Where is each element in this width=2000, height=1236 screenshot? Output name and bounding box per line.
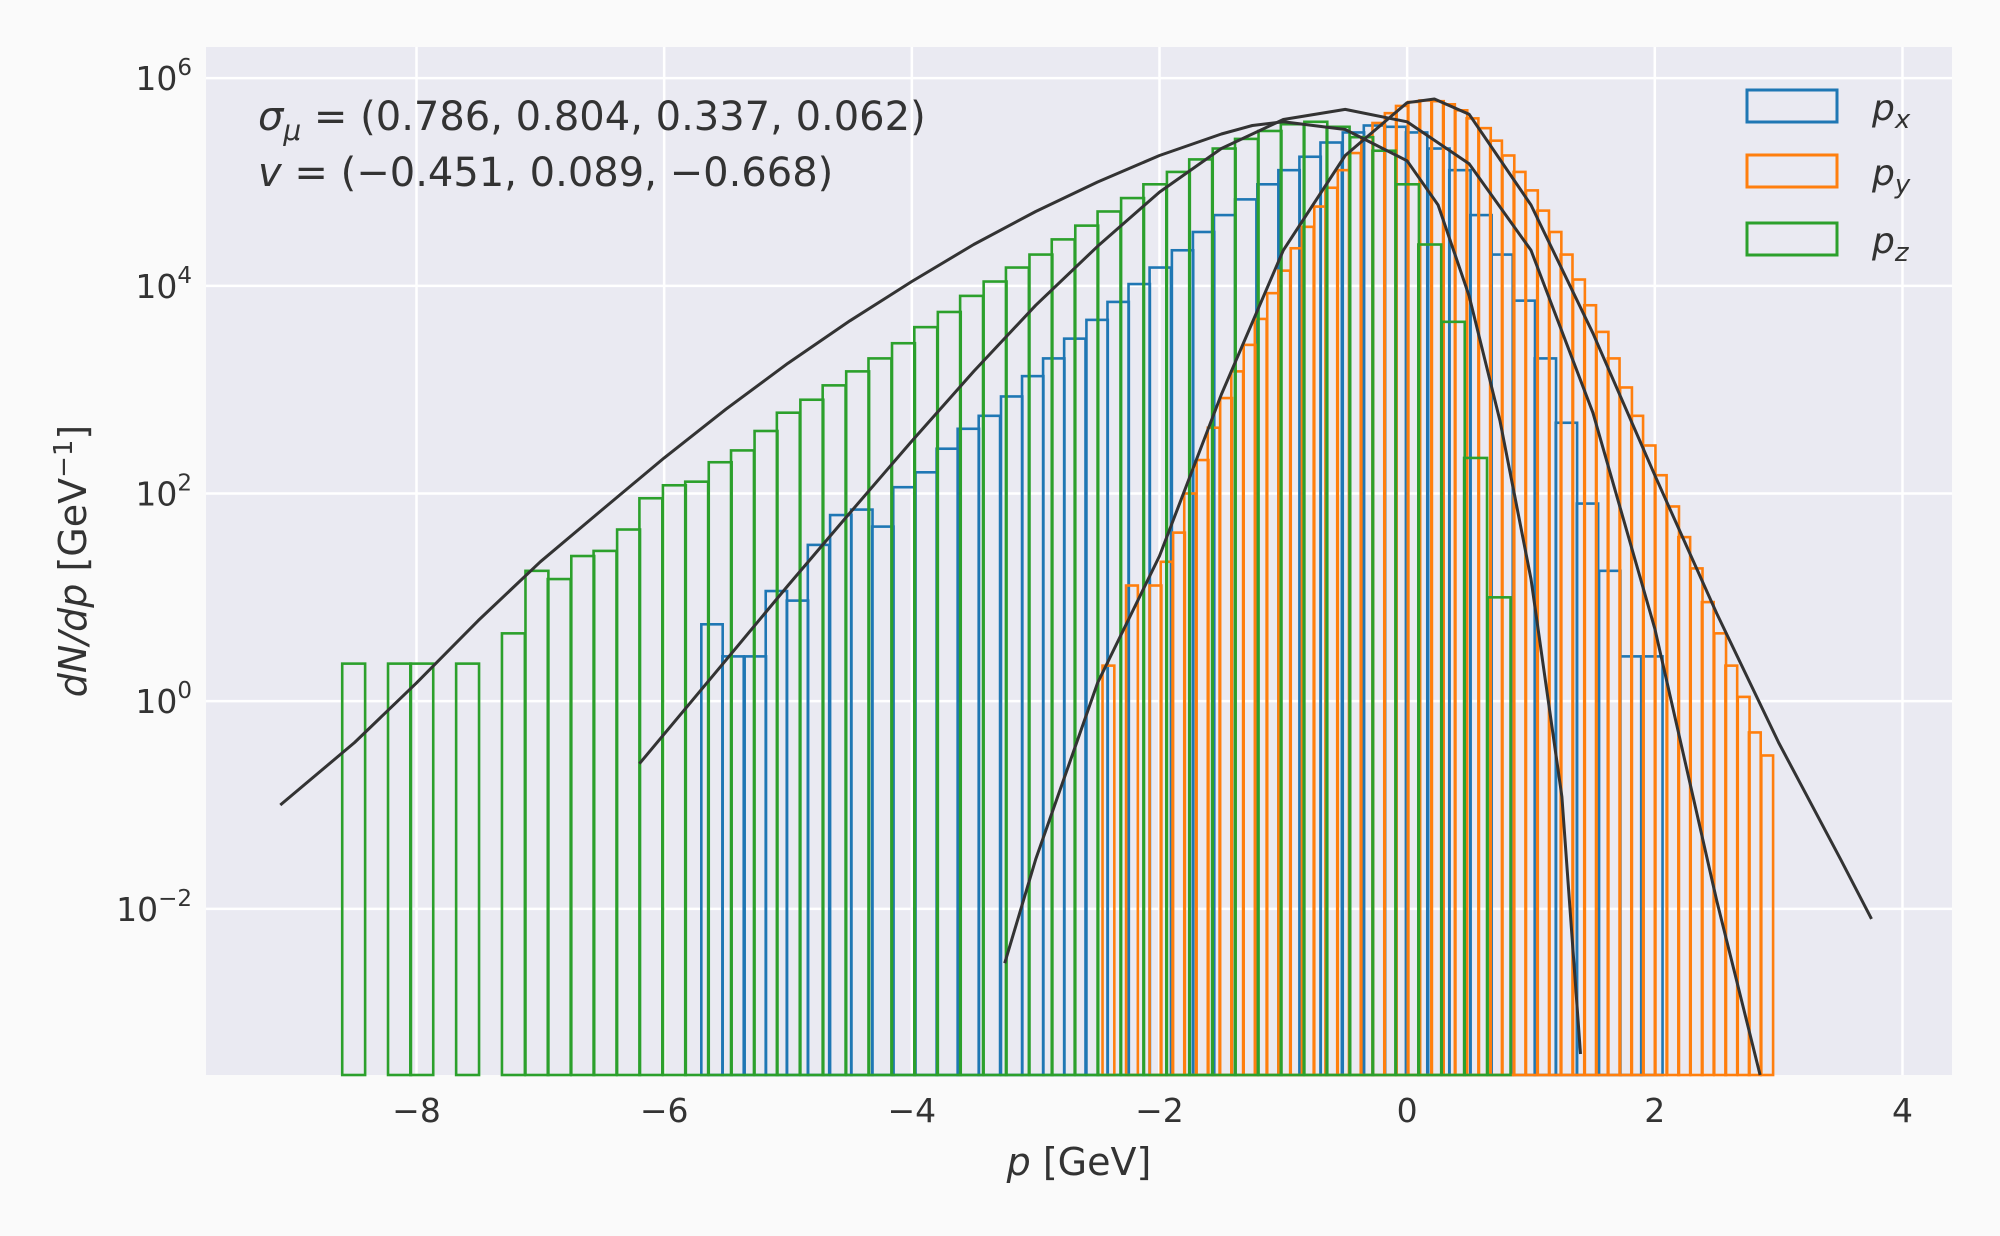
legend-swatch-py xyxy=(1745,153,1839,189)
x-axis-label-var: p xyxy=(1006,1140,1031,1184)
y-tick-label: 10−2 xyxy=(116,886,192,929)
legend-label-px-name: p xyxy=(1871,88,1895,129)
y-axis-label-sup: −1 xyxy=(49,440,79,478)
y-axis-label-close: ] xyxy=(51,425,95,440)
x-tick-label: −6 xyxy=(640,1091,689,1130)
annotation-sigma: σμ = (0.786, 0.804, 0.337, 0.062) xyxy=(258,94,926,147)
histogram-bin xyxy=(1760,754,1775,1077)
annotation-sigma-symbol: σ xyxy=(258,94,285,140)
annotation-sigma-values: = (0.786, 0.804, 0.337, 0.062) xyxy=(301,94,926,140)
fit-curve-px xyxy=(638,107,1762,1076)
x-tick-labels: −8 −6 −4 −2 0 2 4 xyxy=(392,1091,1913,1130)
annotation-sigma-sub: μ xyxy=(282,114,301,147)
legend-label-py-sub: y xyxy=(1894,170,1911,200)
legend-swatch-px xyxy=(1745,88,1839,124)
histogram-bars xyxy=(340,99,1775,1077)
x-tick-label: 2 xyxy=(1644,1091,1665,1130)
legend-label-py: py xyxy=(1871,153,1911,200)
x-axis-label-unit: [GeV] xyxy=(1031,1140,1152,1184)
fit-curve-pz xyxy=(279,120,1582,1055)
y-tick-label: 102 xyxy=(135,471,192,514)
legend-label-pz: pz xyxy=(1871,221,1910,268)
legend-label-pz-name: p xyxy=(1871,221,1895,262)
x-tick-label: −8 xyxy=(392,1091,441,1130)
legend-label-pz-sub: z xyxy=(1894,238,1910,268)
x-tick-label: −2 xyxy=(1135,1091,1184,1130)
y-axis-label-var: dN/dp xyxy=(51,584,95,698)
y-tick-label: 100 xyxy=(135,678,192,721)
annotation-v-symbol: v xyxy=(258,150,283,196)
x-tick-label: −4 xyxy=(888,1091,937,1130)
y-tick-labels: 106 104 102 100 10−2 xyxy=(116,55,192,929)
histogram-pz xyxy=(340,120,1512,1077)
legend-label-px-sub: x xyxy=(1894,105,1911,135)
annotation-v: v = (−0.451, 0.089, −0.668) xyxy=(258,150,833,196)
histogram-bin xyxy=(1486,596,1512,1077)
plot-background xyxy=(206,47,1952,1075)
histogram-bin xyxy=(409,662,435,1077)
x-axis-label: p [GeV] xyxy=(1006,1140,1152,1184)
annotation-v-values: = (−0.451, 0.089, −0.668) xyxy=(282,150,834,196)
fit-curves xyxy=(279,97,1873,1076)
legend-label-px: px xyxy=(1871,88,1911,135)
y-axis-label-unit: [GeV xyxy=(51,478,95,584)
x-tick-label: 4 xyxy=(1892,1091,1913,1130)
fit-curve-py xyxy=(1003,97,1873,964)
histogram-bin xyxy=(340,662,367,1077)
histogram-bin xyxy=(454,662,481,1077)
y-tick-label: 106 xyxy=(135,55,192,98)
x-tick-label: 0 xyxy=(1397,1091,1418,1130)
y-tick-label: 104 xyxy=(135,263,192,306)
legend: px py pz xyxy=(1745,88,1911,268)
legend-swatch-pz xyxy=(1745,221,1839,257)
legend-label-py-name: p xyxy=(1871,153,1895,194)
y-axis-label: dN/dp [GeV−1] xyxy=(49,425,95,697)
